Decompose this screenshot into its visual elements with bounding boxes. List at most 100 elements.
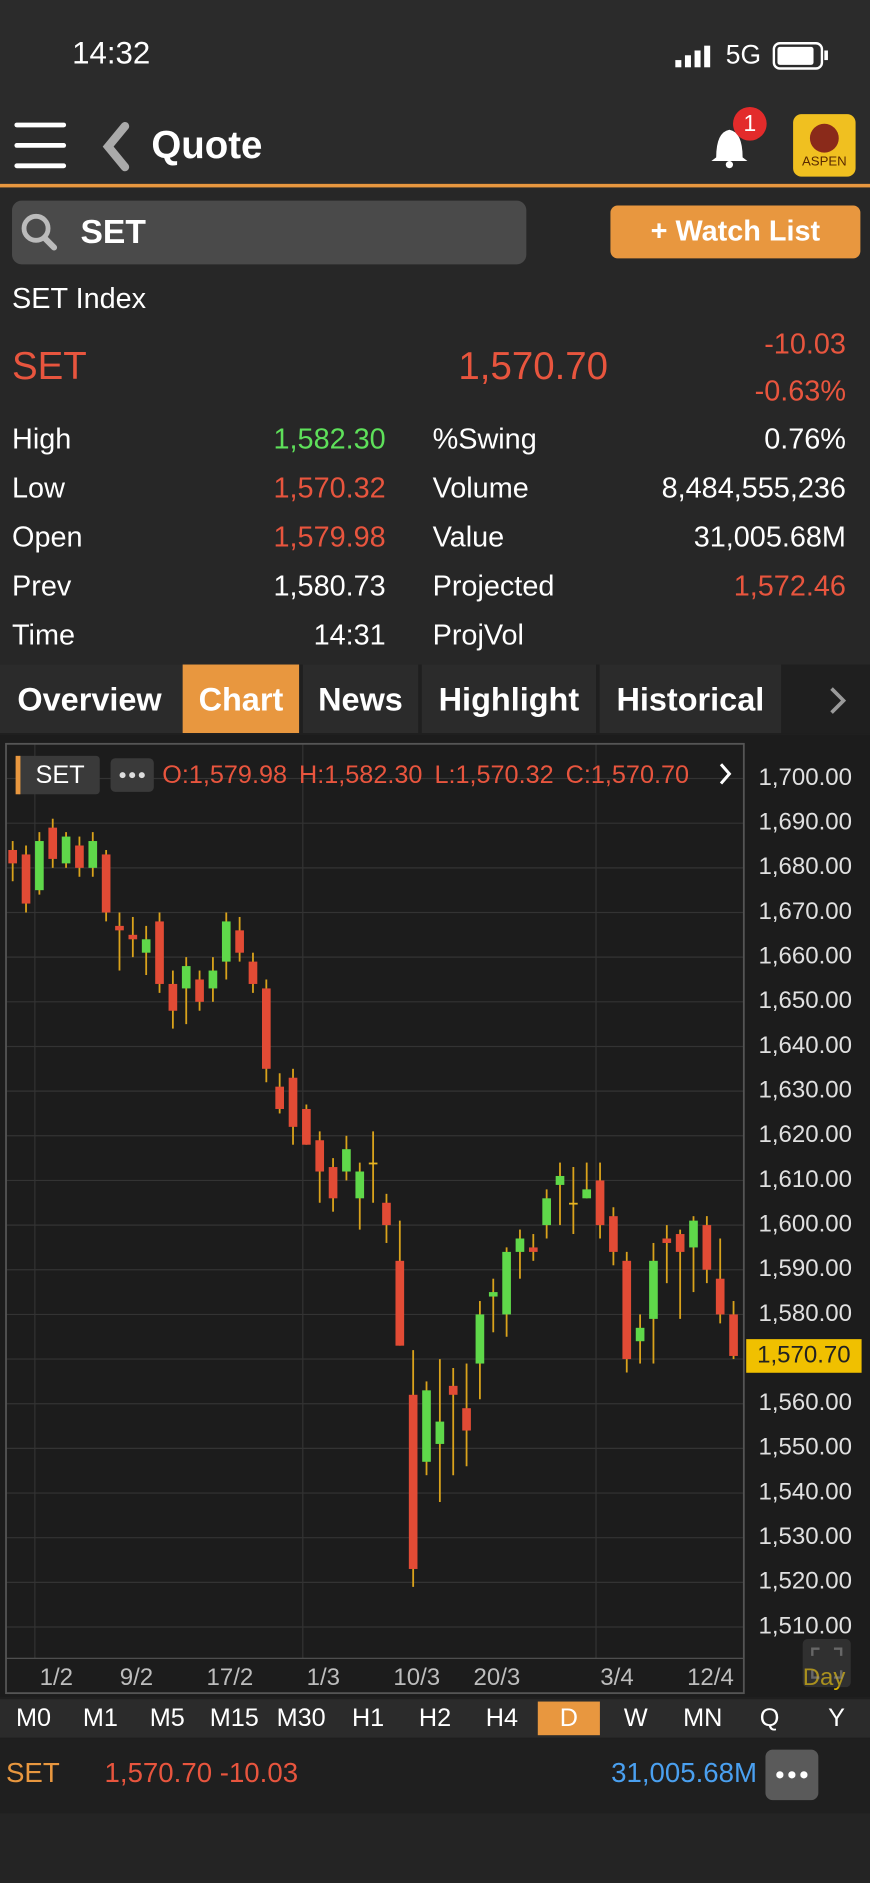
series-chip[interactable]: [15, 755, 100, 795]
tab-active-bg: [182, 664, 300, 734]
candle-body: [181, 966, 191, 989]
notification-button[interactable]: 1: [711, 106, 767, 169]
y-tick-label: 1,520.00: [758, 1568, 851, 1595]
expand-icon[interactable]: [802, 1639, 851, 1688]
candle-body: [395, 1260, 405, 1346]
candle-body: [248, 961, 258, 984]
menu-button[interactable]: [14, 122, 67, 169]
footer-symbol: SET: [6, 1757, 60, 1788]
stat-label: High: [12, 424, 71, 456]
timeframe[interactable]: Y: [828, 1704, 845, 1732]
header-divider: [0, 183, 870, 188]
watch-list-button[interactable]: [610, 205, 861, 259]
timeframe[interactable]: H4: [486, 1704, 518, 1732]
candle-body: [502, 1251, 511, 1315]
tab[interactable]: Highlight: [439, 681, 580, 717]
instrument-name: SET Index: [12, 283, 147, 315]
notification-count: 1: [743, 110, 756, 136]
change: -10.03: [764, 329, 846, 361]
timeframe[interactable]: MN: [683, 1704, 722, 1732]
y-tick-label: 1,650.00: [758, 987, 851, 1014]
stat-label: Projected: [433, 571, 555, 603]
stats: High 1,582.30 Low 1,570.32 Open 1,579.98 Prev 1…: [12, 424, 846, 652]
x-tick-label: 20/3: [473, 1664, 520, 1691]
timeframe[interactable]: D: [560, 1704, 578, 1732]
candle-body: [462, 1408, 471, 1431]
candle-body: [555, 1175, 565, 1185]
watch-list-label: + Watch List: [651, 216, 821, 248]
candle-body: [168, 983, 178, 1011]
timeframe[interactable]: H2: [419, 1704, 451, 1732]
logo[interactable]: ASPEN: [793, 114, 856, 177]
candlestick-chart: 1,510.00 1,520.00 1,530.00 1,540.00 1,550.00…: [6, 743, 862, 1691]
y-tick-label: 1,690.00: [758, 809, 851, 836]
y-tick-label: 1,630.00: [758, 1076, 851, 1103]
ohlc-value: H:1,582.30: [299, 761, 422, 789]
timeframe[interactable]: M5: [150, 1704, 185, 1732]
y-tick-label: 1,580.00: [758, 1300, 851, 1327]
tab-scroll[interactable]: [781, 664, 870, 734]
candle-body: [582, 1189, 592, 1199]
candle-body: [542, 1198, 551, 1226]
candle-body: [649, 1260, 658, 1319]
search-query: SET: [81, 214, 147, 251]
y-tick-label: 1,660.00: [758, 942, 851, 969]
back-button[interactable]: [102, 121, 130, 172]
y-tick-label: 1,510.00: [758, 1612, 851, 1639]
footer-value: 31,005.68M: [611, 1757, 757, 1788]
timeframe[interactable]: M0: [16, 1704, 51, 1732]
footer-price: 1,570.70 -10.03: [105, 1757, 299, 1788]
candle-body: [488, 1292, 498, 1297]
timeframe[interactable]: W: [624, 1704, 648, 1732]
last-price-tag: [746, 1339, 862, 1373]
candle-body: [355, 1171, 365, 1199]
candle-body: [569, 1202, 578, 1205]
timeframe[interactable]: Q: [760, 1704, 780, 1732]
candle-body: [315, 1140, 325, 1172]
y-tick-label: 1,590.00: [758, 1255, 851, 1282]
candle-body: [715, 1278, 725, 1315]
ohlc-more[interactable]: [719, 763, 732, 785]
tab[interactable]: Chart: [199, 681, 284, 717]
dots-icon: [119, 772, 145, 779]
candle-body: [101, 854, 111, 913]
timeframe[interactable]: H1: [352, 1704, 384, 1732]
symbol: SET: [12, 345, 87, 388]
candle-body: [208, 970, 218, 989]
tab[interactable]: Overview: [17, 681, 162, 717]
bottom-area: [0, 1813, 870, 1883]
candle-body: [729, 1314, 738, 1356]
stat-label: Prev: [12, 571, 72, 603]
stat-value: 0.76%: [764, 424, 846, 456]
tab[interactable]: News: [318, 681, 403, 717]
y-tick-label: 1,610.00: [758, 1166, 851, 1193]
y-tick-label: 1,640.00: [758, 1032, 851, 1059]
y-tick-label: 1,560.00: [758, 1389, 851, 1416]
candle-body: [635, 1327, 645, 1342]
search-box[interactable]: [12, 200, 527, 265]
timeframe[interactable]: M1: [83, 1704, 118, 1732]
stat-label: ProjVol: [433, 620, 524, 652]
stat-value: 1,579.98: [274, 522, 386, 554]
x-tick-label: 10/3: [393, 1664, 440, 1691]
candle-body: [622, 1260, 632, 1360]
candle-body: [88, 841, 98, 868]
stat-label: Value: [433, 522, 505, 554]
candle-body: [61, 836, 71, 864]
timeframe[interactable]: M30: [277, 1704, 326, 1732]
timeframe[interactable]: M15: [210, 1704, 259, 1732]
candle-body: [21, 854, 31, 904]
ohlc-value: C:1,570.70: [566, 761, 689, 789]
page-title: Quote: [151, 124, 262, 167]
candle-body: [115, 925, 124, 931]
series-name: SET: [36, 761, 85, 789]
candle-body: [689, 1220, 698, 1248]
candle-body: [288, 1077, 298, 1127]
tabs: Overview Chart News Highlight Historical: [17, 664, 764, 734]
quote-panel: [0, 187, 870, 665]
x-tick-label: 1/3: [307, 1664, 340, 1691]
tab[interactable]: Historical: [616, 681, 764, 717]
y-tick-label: 1,530.00: [758, 1523, 851, 1550]
